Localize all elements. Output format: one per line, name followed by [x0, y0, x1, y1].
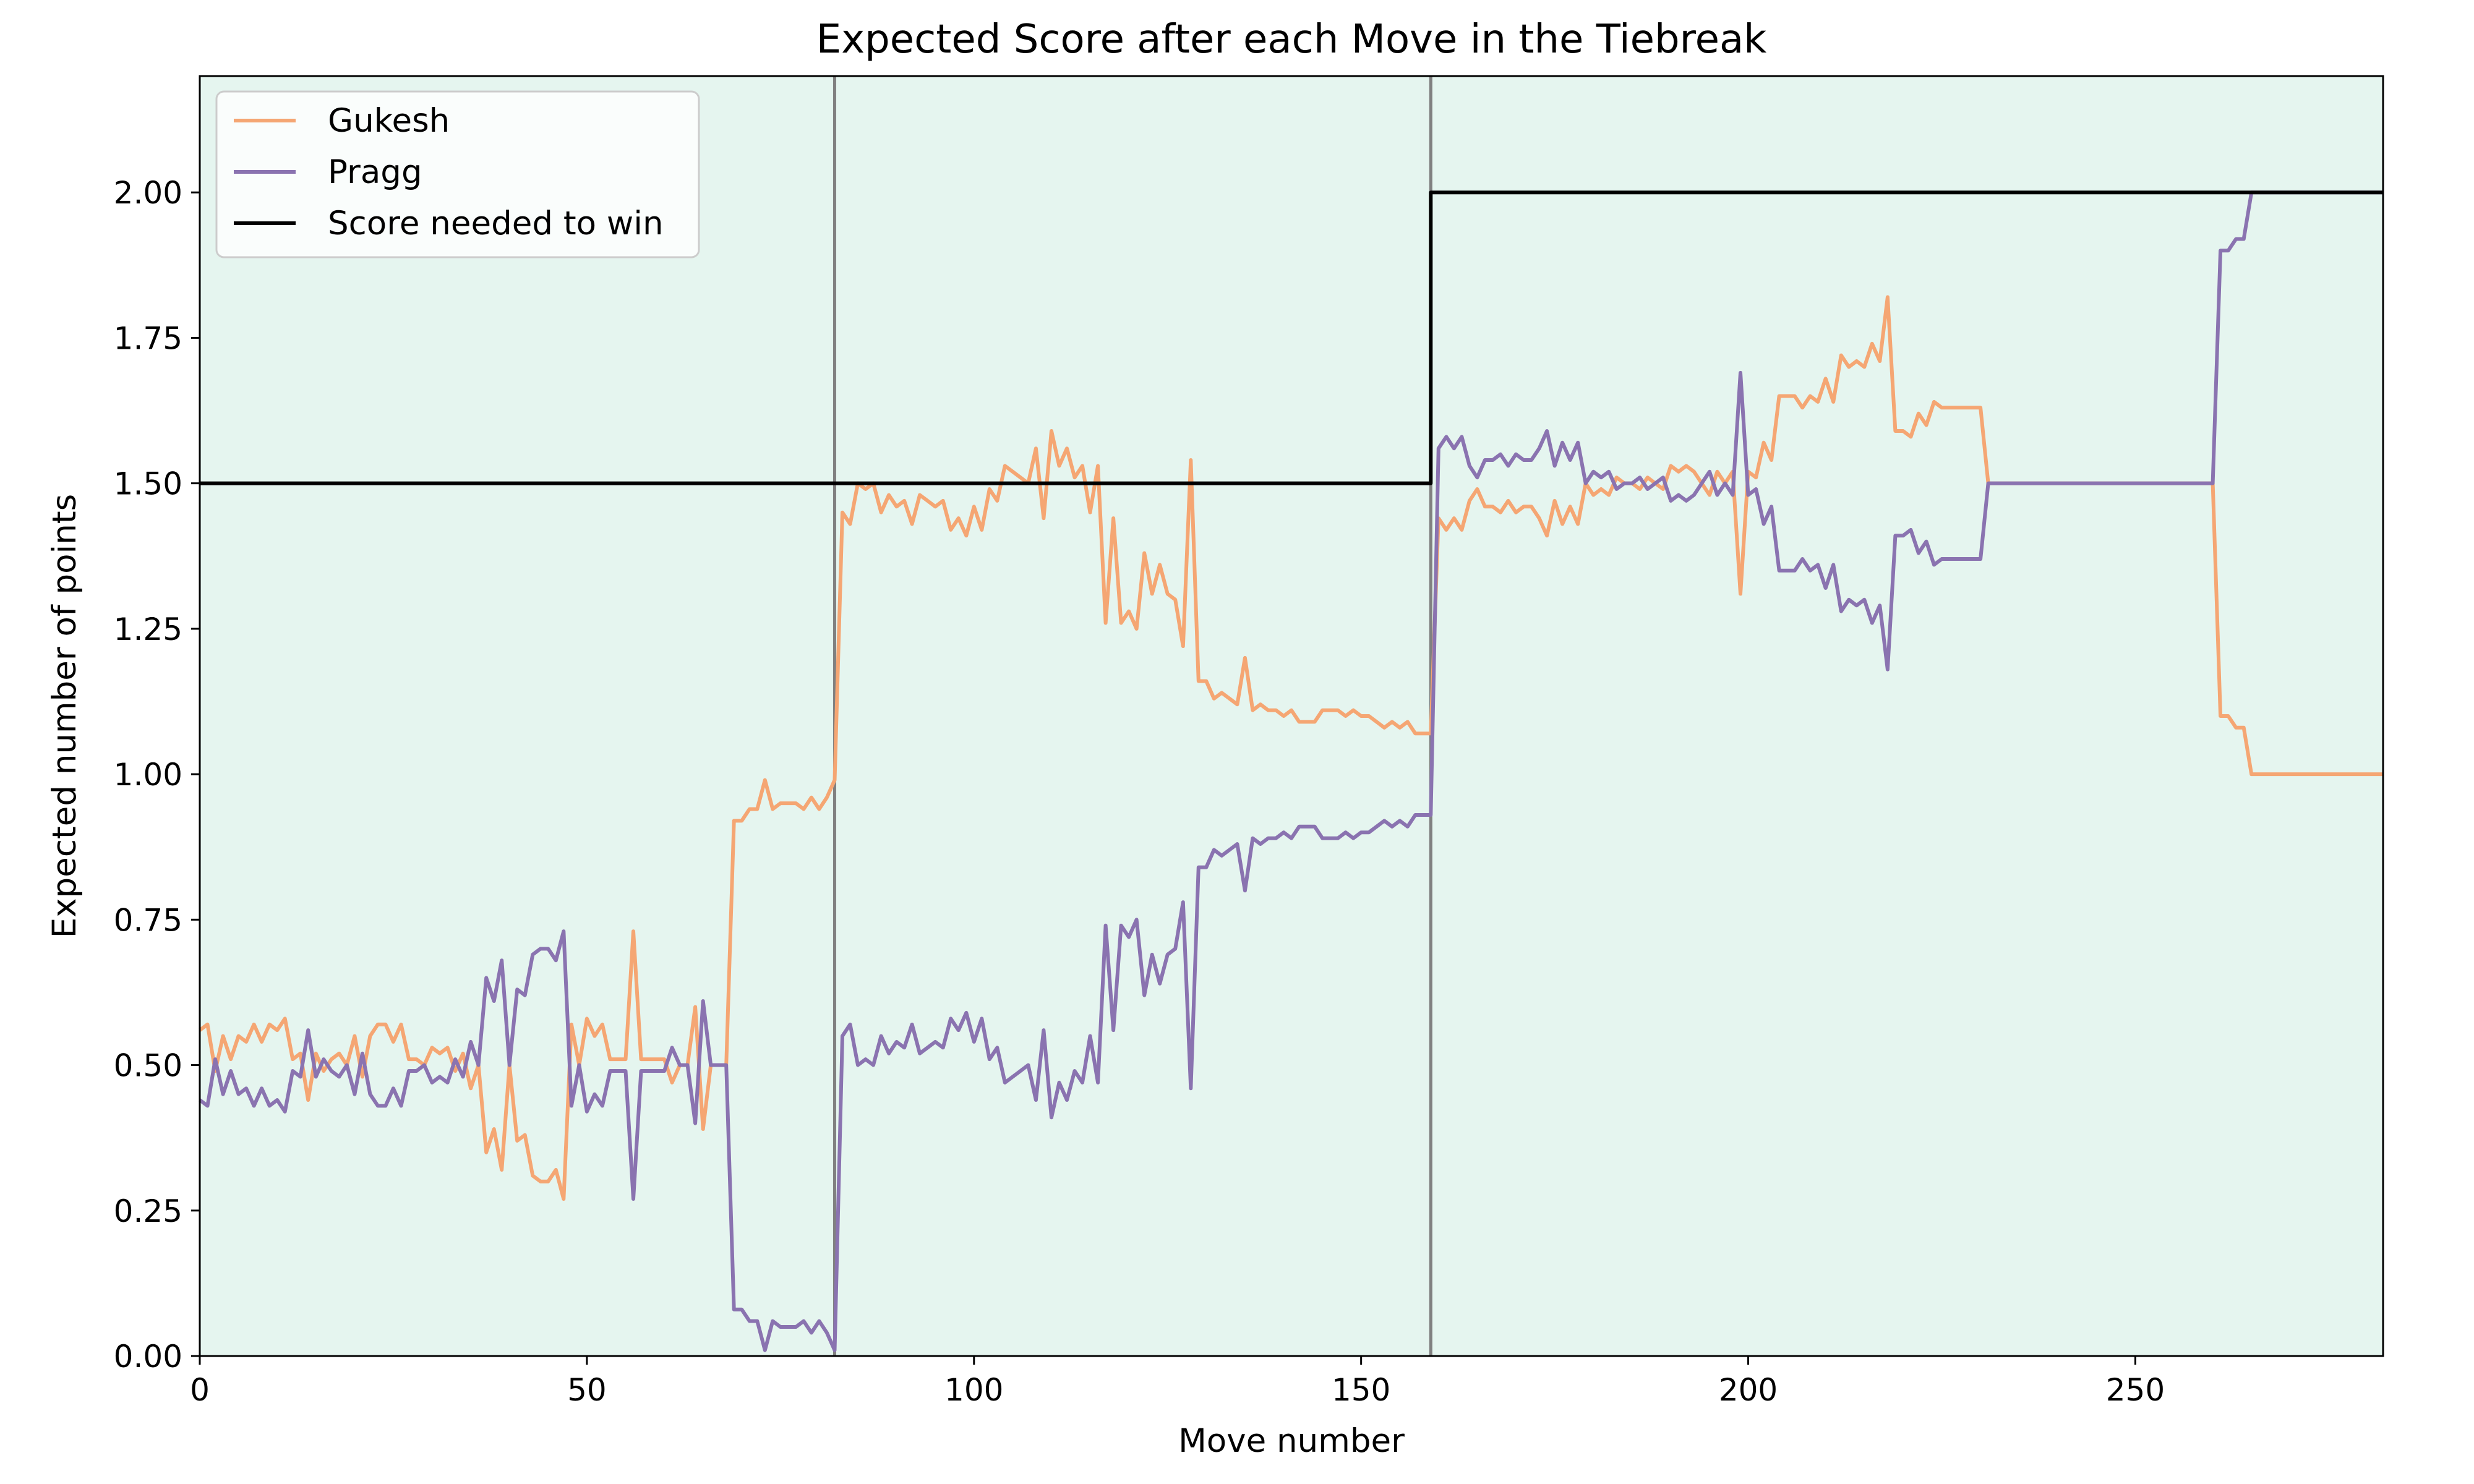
legend-label-1: Pragg [328, 153, 422, 191]
legend-label-2: Score needed to win [328, 205, 664, 242]
legend-box [215, 90, 700, 258]
x-axis-label: Move number [1178, 1422, 1405, 1460]
x-tick-label-4: 200 [1719, 1372, 1778, 1408]
y-tick-label-1: 0.25 [114, 1193, 182, 1229]
plot-background [200, 76, 2383, 1356]
series-line-score-needed-to-win [200, 190, 2383, 485]
x-tick-label-5: 250 [2106, 1372, 2165, 1408]
y-tick-label-6: 1.50 [114, 466, 182, 502]
x-tick-label-2: 100 [944, 1372, 1003, 1408]
series-line-gukesh [199, 295, 2383, 1201]
x-axis: 0 50 100 150 200 250 [190, 1356, 2165, 1408]
chart-title: Expected Score after each Move in the Ti… [816, 17, 1766, 62]
y-tick-label-3: 0.75 [114, 902, 182, 938]
x-tick-label-3: 150 [1332, 1372, 1390, 1408]
series-line-pragg [199, 190, 2383, 1352]
plot-frame [199, 75, 2384, 1357]
legend-label-0: Gukesh [328, 102, 450, 140]
y-tick-label-0: 0.00 [114, 1339, 182, 1375]
y-tick-label-7: 1.75 [114, 320, 182, 356]
y-tick-label-2: 0.50 [114, 1048, 182, 1084]
y-axis: 0.00 0.25 0.50 0.75 1.00 1.25 1.50 1.75 2.00 [114, 175, 200, 1375]
x-tick-label-0: 0 [190, 1372, 210, 1408]
x-tick-label-1: 50 [567, 1372, 607, 1408]
series-lines [199, 190, 2383, 1352]
y-tick-label-8: 2.00 [114, 175, 182, 211]
y-axis-label: Expected number of points [46, 494, 83, 939]
y-tick-label-4: 1.00 [114, 757, 182, 793]
legend: Gukesh Pragg Score needed to win [215, 90, 700, 258]
y-tick-label-5: 1.25 [114, 612, 182, 647]
